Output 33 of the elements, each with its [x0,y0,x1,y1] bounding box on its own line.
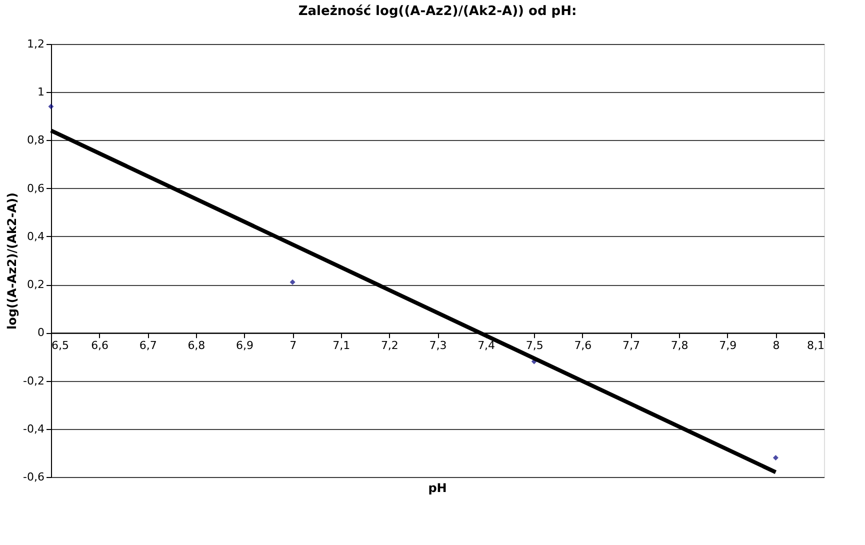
point [48,104,54,110]
chart-title: Zależność log((A-Az2)/(Ak2-A)) od pH: [298,4,577,19]
x-tick-label: 7,2 [380,339,398,352]
x-tick-label: 7,9 [719,339,737,352]
y-tick-label: 1,2 [27,38,44,50]
y-tick-label: 0 [38,326,44,340]
y-tick-label: -0,4 [23,422,44,436]
x-tick-label: 7 [290,339,297,352]
x-tick-label: 6,5 [52,339,69,352]
x-tick-label: 7,4 [478,339,496,352]
x-tick-label: 8,1 [807,339,824,352]
x-tick-label: 6,8 [188,339,206,352]
y-tick-label: -0,2 [23,374,44,388]
x-tick-label: 7,3 [429,339,447,352]
x-tick-label: 7,6 [574,339,592,352]
x-tick-label: 6,9 [236,339,254,352]
y-tick-label: 0,6 [27,182,44,195]
x-tick-label: 8 [772,339,780,352]
y-axis-title: log((A-Az2)/(Ak2-A)) [5,192,20,330]
y-tick-label: 0,8 [27,134,44,147]
x-axis-title: pH [428,481,447,495]
x-tick-label: 6,6 [91,339,109,352]
point [290,279,296,285]
y-tick-label: -0,6 [23,470,44,484]
y-tick-label: 0,4 [27,230,44,243]
y-tick-label: 1 [38,86,44,99]
x-tick-label: 7,1 [332,339,350,352]
x-tick-label: 7,5 [526,339,544,352]
x-tick-label: 7,8 [670,339,688,352]
x-tick-label: 6,7 [139,339,157,352]
y-tick-label: 0,2 [27,278,44,292]
point [772,455,778,460]
x-tick-label: 7,7 [622,339,640,352]
